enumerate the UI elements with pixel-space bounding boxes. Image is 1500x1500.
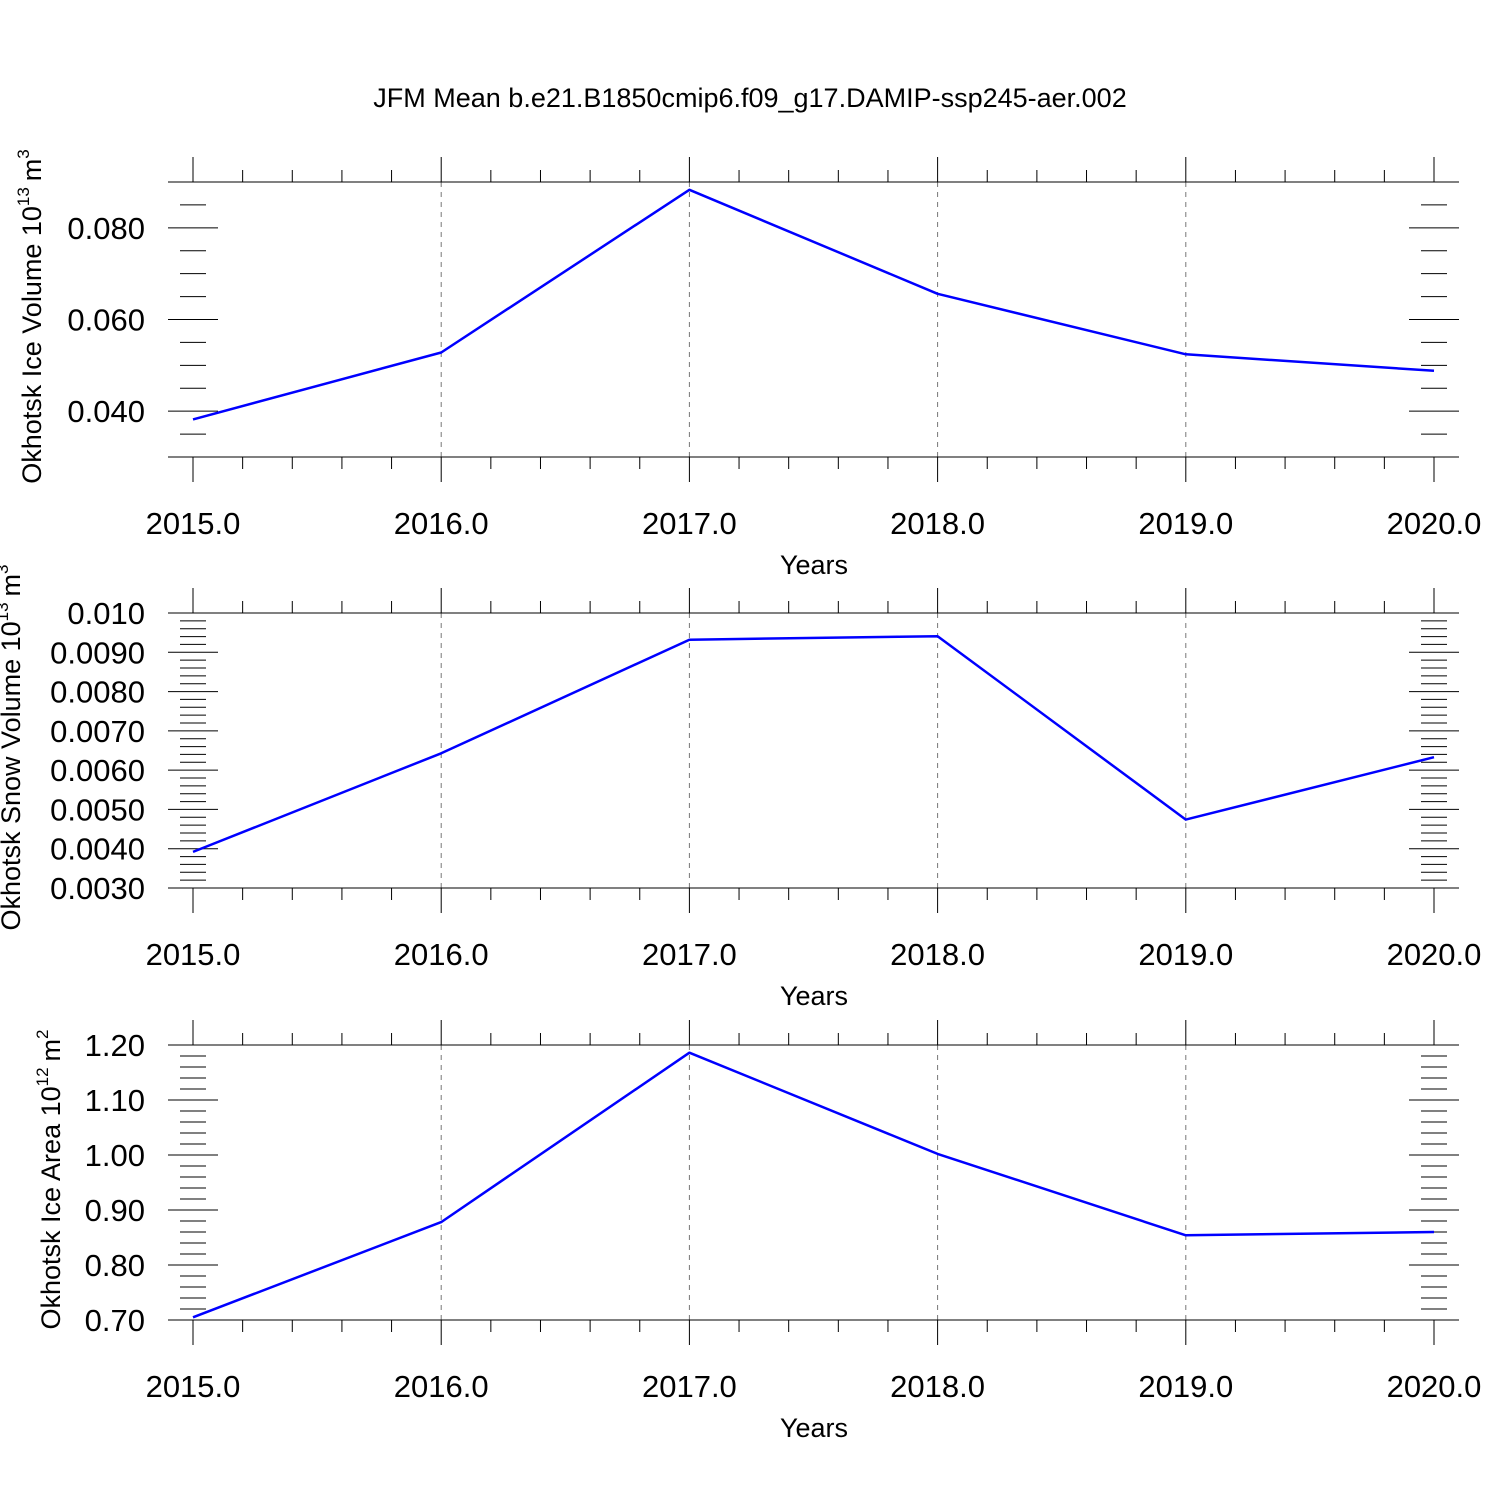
x-tick-label: 2017.0 bbox=[642, 937, 737, 972]
y-tick-label: 0.90 bbox=[85, 1193, 145, 1228]
x-tick-label: 2015.0 bbox=[146, 937, 241, 972]
figure-title: JFM Mean b.e21.B1850cmip6.f09_g17.DAMIP-… bbox=[373, 83, 1126, 113]
x-axis-label: Years bbox=[780, 1413, 848, 1443]
x-tick-label: 2016.0 bbox=[394, 506, 489, 541]
y-axis-label-exponent: 12 bbox=[33, 1067, 52, 1086]
series-line bbox=[192, 634, 1435, 854]
y-tick-label: 0.0040 bbox=[50, 832, 145, 867]
y-tick-label: 1.10 bbox=[85, 1083, 145, 1118]
y-axis-label-unit-exponent: 2 bbox=[33, 1029, 52, 1038]
y-tick-label: 0.0080 bbox=[50, 675, 145, 710]
series-line bbox=[192, 188, 1435, 421]
y-tick-label: 0.70 bbox=[85, 1303, 145, 1338]
x-tick-label: 2020.0 bbox=[1387, 506, 1482, 541]
y-tick-label: 0.80 bbox=[85, 1248, 145, 1283]
y-tick-label: 1.20 bbox=[85, 1028, 145, 1063]
y-tick-label: 0.0030 bbox=[50, 871, 145, 906]
panel-1: 0.040 0.060 0.080 2015.0 2016.0 2017.0 2018.0 2… bbox=[14, 149, 1481, 580]
x-tick-label: 2017.0 bbox=[642, 1369, 737, 1404]
x-tick-label: 2018.0 bbox=[890, 937, 985, 972]
y-tick-label: 0.0060 bbox=[50, 753, 145, 788]
y-tick-label: 0.0050 bbox=[50, 792, 145, 827]
x-tick-label: 2018.0 bbox=[890, 1369, 985, 1404]
y-axis-label-exponent: 13 bbox=[14, 187, 33, 206]
y-tick-label: 0.0090 bbox=[50, 635, 145, 670]
series-line bbox=[192, 1051, 1435, 1319]
x-tick-label: 2019.0 bbox=[1138, 937, 1233, 972]
x-axis-label: Years bbox=[780, 981, 848, 1011]
panel-3: 0.70 0.80 0.90 1.00 1.10 1.20 2015.0 2016.0 2017… bbox=[33, 1020, 1481, 1443]
y-axis-label: Okhotsk Ice Area 1012 m2 bbox=[33, 1029, 66, 1329]
y-tick-label: 0.040 bbox=[67, 394, 145, 429]
panel-2: 0.0030 0.0040 0.0050 0.0060 0.0070 0.0080 0.00… bbox=[0, 564, 1481, 1011]
y-axis-label-text: Okhotsk Ice Volume 10 bbox=[17, 206, 47, 484]
y-tick-label: 1.00 bbox=[85, 1138, 145, 1173]
y-axis-label-unit: m bbox=[0, 574, 26, 597]
y-axis-label-unit: m bbox=[17, 159, 47, 182]
x-tick-label: 2016.0 bbox=[394, 1369, 489, 1404]
x-axis-label: Years bbox=[780, 550, 848, 580]
y-axis-label-text: Okhotsk Snow Volume 10 bbox=[0, 621, 26, 930]
x-tick-label: 2019.0 bbox=[1138, 1369, 1233, 1404]
y-tick-label: 0.080 bbox=[67, 211, 145, 246]
panels: 0.040 0.060 0.080 2015.0 2016.0 2017.0 2018.0 2… bbox=[0, 149, 1481, 1443]
x-tick-label: 2015.0 bbox=[146, 506, 241, 541]
y-axis-label-unit: m bbox=[36, 1039, 66, 1062]
x-tick-label: 2015.0 bbox=[146, 1369, 241, 1404]
y-axis-label: Okhotsk Snow Volume 1013 m3 bbox=[0, 564, 26, 930]
y-tick-label: 0.010 bbox=[67, 596, 145, 631]
x-tick-label: 2020.0 bbox=[1387, 937, 1482, 972]
y-axis-label-unit-exponent: 3 bbox=[0, 564, 12, 573]
x-tick-label: 2017.0 bbox=[642, 506, 737, 541]
y-axis-label-unit-exponent: 3 bbox=[14, 149, 33, 158]
y-tick-label: 0.0070 bbox=[50, 714, 145, 749]
x-tick-label: 2016.0 bbox=[394, 937, 489, 972]
x-tick-label: 2018.0 bbox=[890, 506, 985, 541]
y-axis-label-exponent: 13 bbox=[0, 602, 12, 621]
x-tick-label: 2020.0 bbox=[1387, 1369, 1482, 1404]
y-axis-label-text: Okhotsk Ice Area 10 bbox=[36, 1086, 66, 1329]
x-tick-label: 2019.0 bbox=[1138, 506, 1233, 541]
y-axis-label: Okhotsk Ice Volume 1013 m3 bbox=[14, 149, 47, 484]
y-tick-label: 0.060 bbox=[67, 303, 145, 338]
